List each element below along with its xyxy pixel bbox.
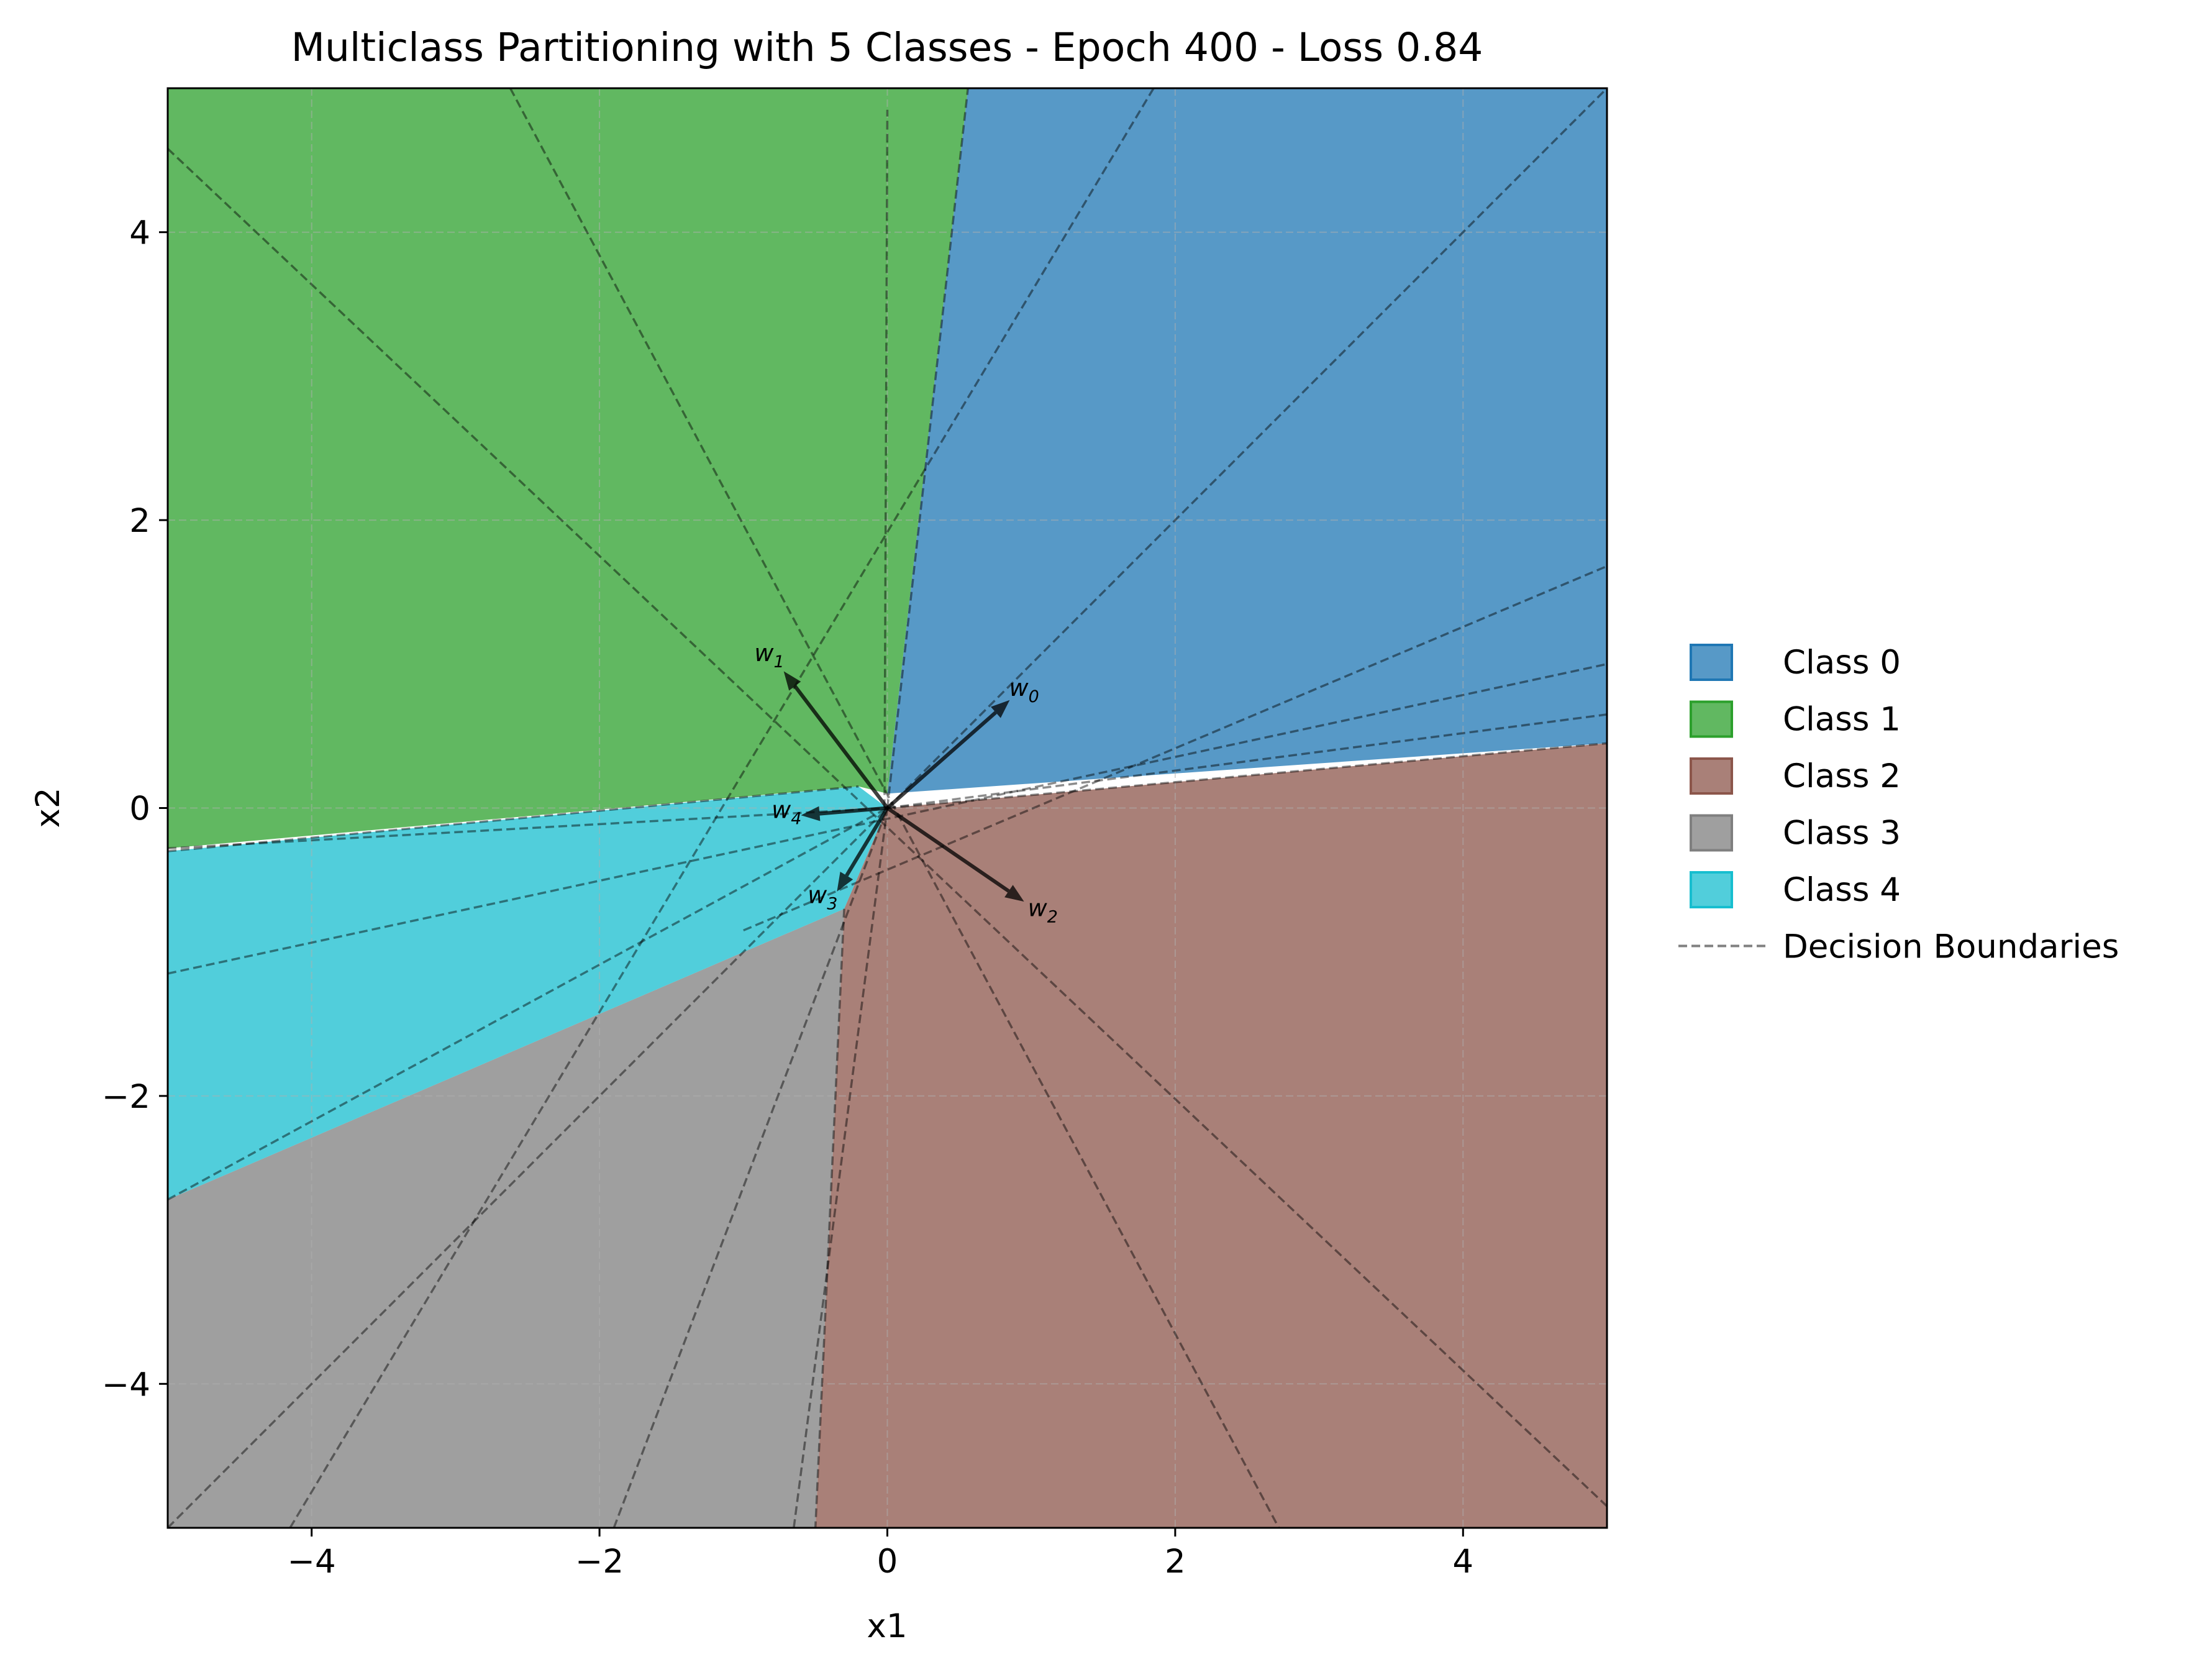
y-axis-label: x2 bbox=[29, 787, 67, 828]
class-region-2 bbox=[815, 743, 1607, 1528]
decision-boundary-10 bbox=[168, 785, 859, 852]
legend-swatch-3 bbox=[1690, 814, 1733, 852]
decision-boundaries bbox=[168, 88, 1607, 1528]
x-tick-label: 0 bbox=[877, 1543, 898, 1581]
class-region-1 bbox=[168, 88, 968, 849]
legend-label-0: Class 0 bbox=[1783, 644, 1901, 682]
weight-vector-head-1 bbox=[783, 671, 801, 691]
decision-boundary-9 bbox=[168, 806, 888, 850]
y-tick-label: −4 bbox=[102, 1366, 150, 1404]
x-tick-label: 4 bbox=[1452, 1543, 1473, 1581]
y-tick-label: 0 bbox=[129, 790, 150, 828]
legend-label-5: Decision Boundaries bbox=[1783, 928, 2119, 966]
chart-title: Multiclass Partitioning with 5 Classes -… bbox=[291, 25, 1483, 70]
decision-boundary-2 bbox=[887, 742, 1607, 810]
weight-vector-shaft-0 bbox=[886, 711, 997, 810]
weight-vector-label-2: w2 bbox=[1028, 894, 1058, 926]
legend-label-2: Class 2 bbox=[1783, 757, 1901, 795]
class-regions bbox=[168, 88, 1607, 1528]
y-tick-label: 2 bbox=[129, 502, 150, 540]
legend-swatch-2 bbox=[1690, 757, 1733, 795]
weight-vector-head-0 bbox=[991, 700, 1010, 718]
decision-boundary-15 bbox=[793, 808, 889, 1528]
legend-swatch-4 bbox=[1690, 871, 1733, 908]
legend-swatch-1 bbox=[1690, 700, 1733, 738]
weight-vector-label-0: w0 bbox=[1009, 674, 1039, 706]
legend-swatch-0 bbox=[1690, 644, 1733, 681]
weight-vector-shaft-2 bbox=[886, 806, 1010, 893]
decision-boundary-11 bbox=[168, 148, 1607, 1507]
legend-label-1: Class 1 bbox=[1783, 701, 1901, 739]
weight-vector-subscript: 3 bbox=[827, 894, 837, 913]
weight-vector-subscript: 1 bbox=[773, 652, 784, 672]
legend: Class 0 Class 1 Class 2 Class 3 Class 4 Decis… bbox=[1678, 644, 2119, 966]
decision-boundary-8 bbox=[168, 806, 888, 1201]
weight-vector-subscript: 2 bbox=[1047, 907, 1058, 926]
weight-vector-subscript: 4 bbox=[791, 810, 801, 829]
decision-boundary-3 bbox=[887, 713, 1607, 810]
x-axis-label: x1 bbox=[867, 1607, 907, 1645]
y-tick-label: −2 bbox=[102, 1078, 150, 1116]
x-tick-label: −2 bbox=[575, 1543, 624, 1581]
legend-label-3: Class 3 bbox=[1783, 815, 1901, 852]
x-tick-label: 2 bbox=[1165, 1543, 1186, 1581]
weight-vector-shaft-1 bbox=[793, 685, 889, 810]
class-region-0 bbox=[887, 88, 1607, 794]
weight-vector-head-3 bbox=[837, 872, 853, 892]
decision-boundary-1 bbox=[883, 109, 889, 808]
decision-boundary-12 bbox=[509, 88, 1280, 1528]
decision-boundary-14 bbox=[612, 807, 889, 1528]
weight-vector-shaft-3 bbox=[845, 806, 890, 877]
decision-boundary-13 bbox=[814, 908, 845, 1528]
weight-vector-head-2 bbox=[1004, 885, 1024, 902]
legend-label-4: Class 4 bbox=[1783, 871, 1901, 909]
weight-vector-subscript: 0 bbox=[1029, 687, 1039, 706]
decision-boundary-4 bbox=[168, 663, 1607, 975]
x-tick-label: −4 bbox=[288, 1543, 336, 1581]
decision-boundary-7 bbox=[289, 88, 1155, 1528]
decision-boundary-0 bbox=[886, 88, 969, 808]
weight-vector-label-3: w3 bbox=[808, 881, 837, 913]
class-region-3 bbox=[168, 908, 844, 1528]
weight-vector-head-4 bbox=[801, 806, 821, 821]
weight-vector-shaft-4 bbox=[819, 806, 888, 816]
axis-ticks: −4 −2 0 2 4 −4 −2 0 2 4 bbox=[102, 214, 1473, 1581]
y-tick-label: 4 bbox=[129, 214, 150, 252]
